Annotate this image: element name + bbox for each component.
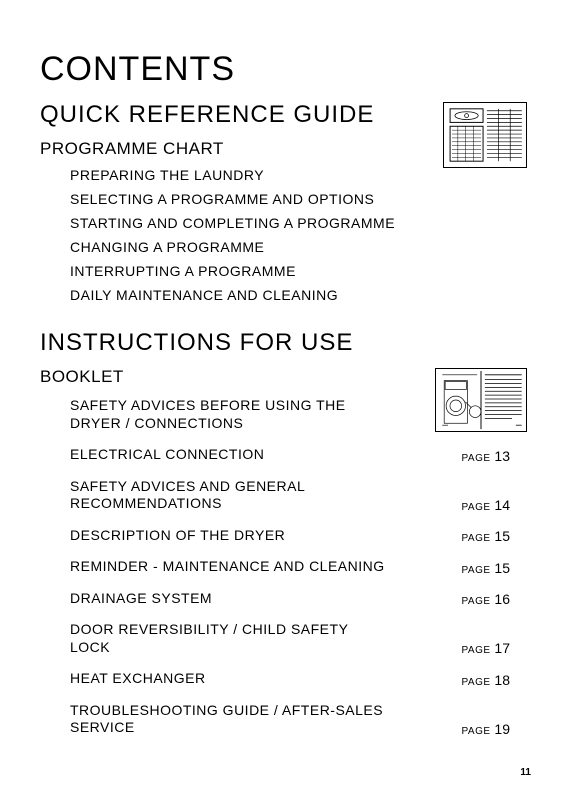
booklet-title: DRAINAGE SYSTEM — [70, 590, 212, 608]
booklet-title: SAFETY ADVICES BEFORE USING THE DRYER / … — [70, 397, 390, 432]
list-item: INTERRUPTING A PROGRAMME — [70, 263, 535, 279]
booklet-title: DOOR REVERSIBILITY / CHILD SAFETY LOCK — [70, 621, 390, 656]
page-ref: PAGE 13 — [441, 448, 510, 464]
booklet-title: DESCRIPTION OF THE DRYER — [70, 527, 285, 545]
booklet-list: SAFETY ADVICES BEFORE USING THE DRYER / … — [40, 397, 535, 737]
page-ref: PAGE 14 — [441, 497, 510, 513]
list-item: SELECTING A PROGRAMME AND OPTIONS — [70, 191, 535, 207]
instructions-illustration-icon — [435, 368, 527, 432]
booklet-row: ELECTRICAL CONNECTION PAGE 13 — [70, 446, 510, 464]
page-ref: PAGE 19 — [441, 721, 510, 737]
list-item: PREPARING THE LAUNDRY — [70, 167, 535, 183]
booklet-row: DOOR REVERSIBILITY / CHILD SAFETY LOCK P… — [70, 621, 510, 656]
page-number: 11 — [520, 767, 531, 778]
page-ref: PAGE 16 — [441, 591, 510, 607]
quick-reference-illustration-icon — [443, 102, 527, 168]
page-ref: PAGE 15 — [441, 528, 510, 544]
page-ref: PAGE 18 — [441, 672, 510, 688]
booklet-row: DESCRIPTION OF THE DRYER PAGE 15 — [70, 527, 510, 545]
booklet-row: HEAT EXCHANGER PAGE 18 — [70, 670, 510, 688]
booklet-row: TROUBLESHOOTING GUIDE / AFTER-SALES SERV… — [70, 702, 510, 737]
contents-title: CONTENTS — [40, 50, 535, 89]
page-ref: PAGE 17 — [441, 640, 510, 656]
booklet-title: HEAT EXCHANGER — [70, 670, 206, 688]
booklet-title: REMINDER - MAINTENANCE AND CLEANING — [70, 558, 385, 576]
document-page: CONTENTS QUICK REFERENCE GUIDE PROGRAMME… — [0, 0, 575, 800]
booklet-row: REMINDER - MAINTENANCE AND CLEANING PAGE… — [70, 558, 510, 576]
booklet-title: ELECTRICAL CONNECTION — [70, 446, 264, 464]
page-ref: PAGE 15 — [441, 560, 510, 576]
list-item: STARTING AND COMPLETING A PROGRAMME — [70, 215, 535, 231]
booklet-row: DRAINAGE SYSTEM PAGE 16 — [70, 590, 510, 608]
booklet-title: TROUBLESHOOTING GUIDE / AFTER-SALES SERV… — [70, 702, 390, 737]
booklet-row: SAFETY ADVICES AND GENERAL RECOMMENDATIO… — [70, 478, 510, 513]
list-item: DAILY MAINTENANCE AND CLEANING — [70, 287, 535, 303]
list-item: CHANGING A PROGRAMME — [70, 239, 535, 255]
programme-chart-list: PREPARING THE LAUNDRY SELECTING A PROGRA… — [40, 167, 535, 303]
instructions-heading: INSTRUCTIONS FOR USE — [40, 329, 535, 357]
booklet-title: SAFETY ADVICES AND GENERAL RECOMMENDATIO… — [70, 478, 390, 513]
